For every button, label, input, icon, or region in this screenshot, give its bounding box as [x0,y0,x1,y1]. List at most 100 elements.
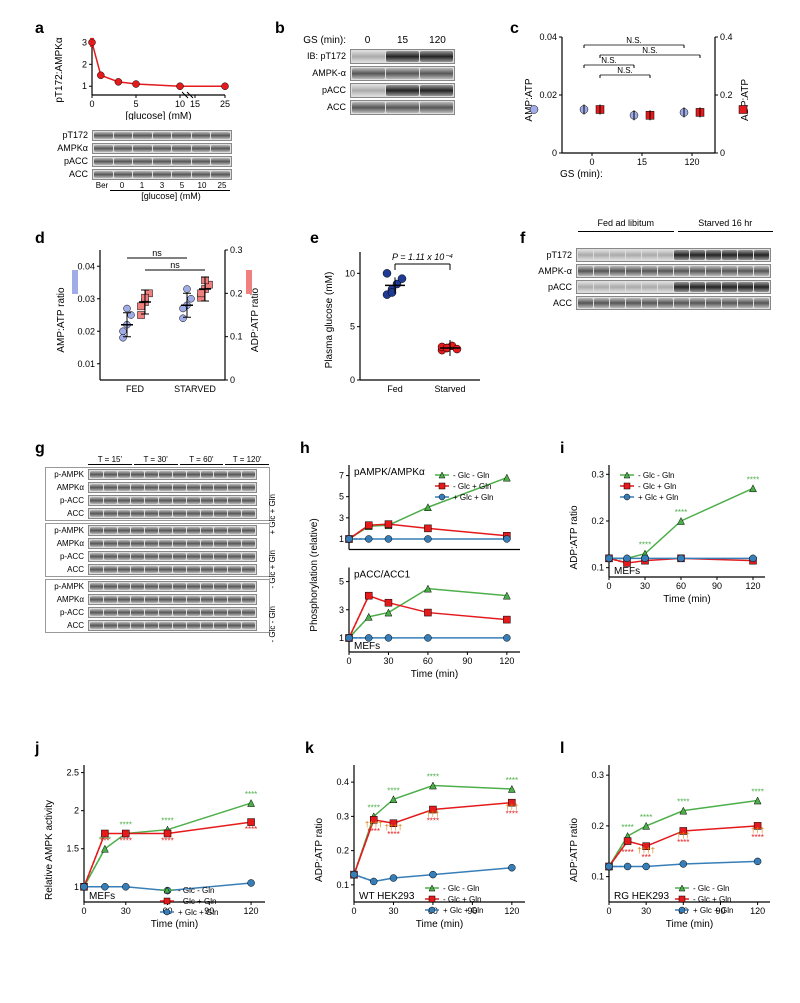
svg-text:7: 7 [339,471,344,481]
svg-text:****: **** [506,776,518,785]
label-f: f [520,230,525,248]
svg-text:120: 120 [504,906,519,916]
svg-text:1: 1 [339,534,344,544]
svg-text:MEFs: MEFs [89,891,115,902]
svg-text:****: **** [161,817,173,826]
svg-text:+ Glc + Gln: + Glc + Gln [443,906,483,915]
svg-text:0.3: 0.3 [591,770,604,780]
svg-text:Fed: Fed [387,384,403,394]
panel-l: 0.10.20.30306090120Time (min)***********… [565,750,780,955]
svg-text:- Glc + Gln: - Glc + Gln [443,895,481,904]
svg-text:- Glc - Gln: - Glc - Gln [693,884,729,893]
svg-text:120: 120 [244,906,259,916]
svg-text:STARVED: STARVED [174,384,216,394]
svg-text:ns: ns [152,248,162,258]
svg-text:90: 90 [462,656,472,666]
svg-text:- Glc - Gln: - Glc - Gln [443,884,479,893]
svg-text:2.5: 2.5 [66,768,79,778]
svg-text:Time (min): Time (min) [663,594,710,605]
svg-text:0: 0 [606,906,611,916]
label-e: e [310,230,319,248]
chart-c: 00.020.0400.20.4015120N.S.N.S.N.S.N.S.AM… [520,25,760,180]
svg-text:ADP:ATP ratio: ADP:ATP ratio [314,818,325,883]
svg-text:120: 120 [745,581,760,591]
figure-root: a 12305101525pT172:AMPKα[glucose] (mM) p… [20,20,780,983]
label-b: b [275,20,285,38]
svg-text:N.S.: N.S. [626,36,642,45]
svg-text:P = 1.11 x 10⁻⁴: P = 1.11 x 10⁻⁴ [392,252,453,262]
svg-text:1.5: 1.5 [66,844,79,854]
svg-text:1: 1 [339,633,344,643]
svg-text:120: 120 [499,656,514,666]
svg-text:0: 0 [346,656,351,666]
svg-text:N.S.: N.S. [642,46,658,55]
panel-j: 11.522.50306090120Time (min)************… [40,750,275,955]
svg-text:†††: ††† [751,826,764,835]
chart-i: 0.10.20.30306090120Time (min)***********… [565,450,775,625]
svg-text:0: 0 [606,581,611,591]
svg-text:15: 15 [637,157,647,167]
chart-j: 11.522.50306090120Time (min)************… [40,750,275,950]
label-i: i [560,440,564,458]
svg-text:- Glc - Gln: - Glc - Gln [453,471,489,480]
chart-k: 0.10.20.30.40306090120Time (min)********… [310,750,535,950]
svg-text:Phosphorylation (relative): Phosphorylation (relative) [309,518,320,631]
svg-text:****: **** [751,788,763,797]
svg-text:3: 3 [339,513,344,523]
svg-text:****: **** [747,475,759,484]
blot-row-label: pACC [50,156,92,166]
svg-text:0.4: 0.4 [336,777,349,787]
svg-text:MEFs: MEFs [354,641,380,652]
panel-a: 12305101525pT172:AMPKα[glucose] (mM) pT1… [50,30,240,201]
svg-text:- Glc - Gln: - Glc - Gln [178,886,214,895]
svg-text:0: 0 [89,99,94,109]
svg-text:Starved: Starved [434,384,465,394]
panel-f: Fed ad libitumStarved 16 hrpT172AMPK-αpA… [530,245,775,311]
svg-text:0.04: 0.04 [539,32,557,42]
svg-text:25: 25 [220,99,230,109]
svg-text:0: 0 [350,375,355,385]
svg-text:****: **** [427,773,439,782]
svg-text:0: 0 [351,906,356,916]
svg-text:****: **** [245,825,257,834]
svg-text:Relative AMPK activity: Relative AMPK activity [44,800,55,900]
svg-text:+ Glc + Gln: + Glc + Gln [453,493,493,502]
svg-text:15: 15 [190,99,200,109]
svg-text:0.02: 0.02 [77,326,95,336]
svg-text:- Glc + Gln: - Glc + Gln [453,482,491,491]
svg-text:Plasma glucose (mM): Plasma glucose (mM) [324,272,335,369]
svg-text:0.1: 0.1 [230,332,243,342]
svg-text:****: **** [639,541,651,550]
svg-text:0.04: 0.04 [77,261,95,271]
svg-text:***: *** [100,837,109,846]
svg-text:AMP:ATP ratio: AMP:ATP ratio [56,287,67,353]
svg-text:††††: †††† [637,846,655,855]
label-d: d [35,230,45,248]
blot-row-label: ACC [50,169,92,179]
svg-text:†††: ††† [677,831,690,840]
blot-row-label: AMPKα [50,143,92,153]
svg-text:0: 0 [552,148,557,158]
chart-e: 0510FedStarvedP = 1.11 x 10⁻⁴Plasma gluc… [320,240,490,405]
svg-text:0.2: 0.2 [591,516,604,526]
chart-h: 1 3 5 7 pAMPK/AMPKα - Glc - Gln - Glc + Gln + G… [305,450,530,700]
svg-text:10: 10 [175,99,185,109]
svg-text:pAMPK/AMPKα: pAMPK/AMPKα [354,467,425,478]
svg-text:0.2: 0.2 [336,846,349,856]
svg-text:60: 60 [423,656,433,666]
svg-text:0.2: 0.2 [230,288,243,298]
svg-text:0.03: 0.03 [77,294,95,304]
svg-text:3: 3 [82,37,87,47]
svg-text:5: 5 [339,492,344,502]
svg-text:5: 5 [133,99,138,109]
label-l: l [560,740,564,758]
svg-text:ADP:ATP ratio: ADP:ATP ratio [250,288,261,353]
chart-a: 12305101525pT172:AMPKα[glucose] (mM) [50,30,240,120]
svg-text:0.01: 0.01 [77,359,95,369]
panel-k: 0.10.20.30.40306090120Time (min)********… [310,750,535,955]
panel-g: T = 15'T = 30'T = 60'T = 120'p-AMPKAMPKα… [45,455,270,633]
svg-text:10: 10 [345,268,355,278]
svg-text:††††: †††† [385,823,403,832]
svg-text:GS (min):: GS (min): [560,169,603,180]
svg-text:pT172:AMPKα: pT172:AMPKα [54,37,65,102]
